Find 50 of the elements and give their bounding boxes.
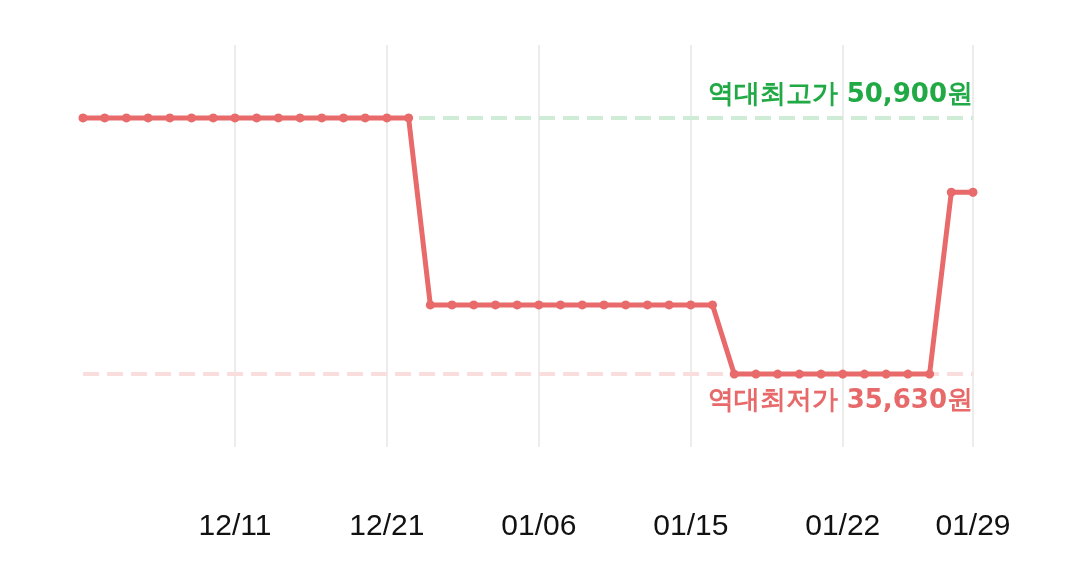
point [946, 187, 956, 197]
point [664, 300, 674, 310]
point [534, 300, 544, 310]
point [360, 113, 370, 123]
point [143, 113, 153, 123]
point [925, 369, 935, 379]
point [187, 113, 197, 123]
x-tick-label: 01/15 [653, 507, 729, 541]
x-tick-label: 01/22 [805, 507, 881, 541]
x-tick-label: 12/11 [198, 507, 272, 541]
point [230, 113, 240, 123]
point [556, 300, 566, 310]
point [512, 300, 522, 310]
point [577, 300, 587, 310]
point [599, 300, 609, 310]
point [729, 369, 739, 379]
point [78, 113, 88, 123]
point [165, 113, 175, 123]
x-tick-label: 01/06 [501, 507, 577, 541]
point [773, 369, 783, 379]
point [794, 369, 804, 379]
point [404, 113, 414, 123]
point [859, 369, 869, 379]
ref-line-label: 역대최고가 50,900원 [707, 77, 973, 108]
point [751, 369, 761, 379]
point [382, 113, 392, 123]
point [425, 300, 435, 310]
point [273, 113, 283, 123]
point [295, 113, 305, 123]
point [447, 300, 457, 310]
point [642, 300, 652, 310]
point [317, 113, 327, 123]
point [816, 369, 826, 379]
point [490, 300, 500, 310]
point [339, 113, 348, 123]
point [881, 369, 891, 379]
x-tick-label: 01/29 [935, 507, 1011, 541]
point [121, 113, 131, 123]
point [708, 300, 718, 310]
point [252, 113, 262, 123]
point [621, 300, 631, 310]
point [100, 113, 110, 123]
point [686, 300, 696, 310]
point [968, 187, 978, 197]
point [903, 369, 913, 379]
point [838, 369, 848, 379]
x-tick-label: 12/21 [349, 507, 425, 541]
point [469, 300, 479, 310]
point [208, 113, 218, 123]
ref-line-label: 역대최저가 35,630원 [707, 384, 973, 415]
